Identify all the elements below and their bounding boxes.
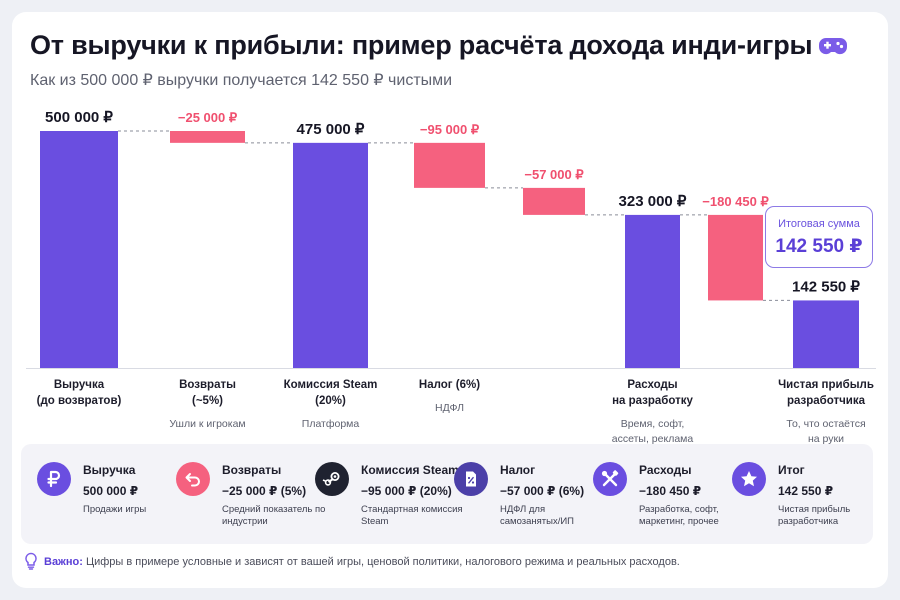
- legend-title: Возвраты: [222, 463, 282, 477]
- data-label: −180 450 ₽: [702, 194, 769, 209]
- legend-value: −57 000 ₽ (6%): [500, 484, 585, 498]
- data-label: 323 000 ₽: [619, 193, 687, 210]
- total-sum-label: Итоговая сумма: [778, 218, 860, 230]
- data-label: 475 000 ₽: [297, 121, 365, 138]
- category-note: НДФЛ: [435, 402, 464, 414]
- lightbulb-icon: [24, 552, 38, 573]
- bar-total: [293, 142, 368, 368]
- category-label: (до возвратов): [37, 395, 122, 407]
- page-title: От выручки к прибыли: пример расчёта дох…: [30, 30, 848, 64]
- page-title-text: От выручки к прибыли: пример расчёта дох…: [30, 30, 813, 60]
- data-label: 142 550 ₽: [792, 278, 860, 295]
- category-label: Расходы: [627, 379, 677, 391]
- category-note: Ушли к игрокам: [169, 418, 245, 430]
- data-label: −25 000 ₽: [178, 110, 238, 125]
- legend-title: Выручка: [83, 463, 136, 477]
- steam-icon: [315, 462, 349, 496]
- legend-title: Итог: [778, 463, 805, 477]
- category-label: разработчика: [787, 395, 866, 407]
- legend-value: −25 000 ₽ (5%): [222, 484, 307, 498]
- legend-value: 500 000 ₽: [83, 484, 139, 498]
- category-note: ассеты, реклама: [612, 433, 694, 445]
- gamepad-icon: [818, 33, 848, 64]
- data-label: −57 000 ₽: [524, 167, 584, 182]
- category-note: Платформа: [302, 418, 360, 430]
- note-text: Цифры в примере условные и зависят от ва…: [85, 556, 680, 568]
- legend-desc: Стандартная комиссия Steam: [361, 504, 463, 527]
- category-label: Чистая прибыль: [778, 379, 874, 391]
- category-note: Время, софт,: [621, 418, 685, 430]
- category-note: То, что остаётся: [786, 418, 865, 430]
- data-label: −95 000 ₽: [420, 122, 480, 137]
- legend-panel: Выручка 500 000 ₽ Продажи игры Возвраты −25…: [21, 444, 873, 544]
- legend-title: Налог: [500, 463, 536, 477]
- tax-document-icon: [454, 462, 488, 496]
- legend-title: Комиссия Steam: [361, 463, 459, 477]
- category-label: (20%): [315, 395, 346, 407]
- data-label: 500 000 ₽: [45, 109, 113, 126]
- bar-total: [625, 214, 680, 368]
- return-arrow-icon: [176, 462, 210, 496]
- category-note: на руки: [808, 433, 844, 445]
- legend-desc: НДФЛ для самозанятых/ИП: [500, 504, 574, 527]
- legend-desc: Средний показатель по индустрии: [222, 504, 326, 527]
- category-label: на разработку: [612, 395, 693, 407]
- bar-decrease: [414, 142, 485, 188]
- legend-desc: Чистая прибыль разработчика: [778, 504, 851, 527]
- note-label: Важно:: [44, 556, 83, 568]
- legend-title: Расходы: [639, 463, 692, 477]
- tools-icon: [593, 462, 627, 496]
- category-label: Выручка: [54, 379, 105, 391]
- bar-decrease: [170, 131, 245, 143]
- legend-value: 142 550 ₽: [778, 484, 834, 498]
- category-label: Комиссия Steam: [284, 379, 378, 391]
- ruble-icon: [37, 462, 71, 496]
- footer-note: Важно: Цифры в примере условные и завися…: [24, 552, 680, 573]
- total-sum-value: 142 550 ₽: [775, 236, 863, 257]
- bar-total: [793, 300, 859, 368]
- bar-decrease: [708, 214, 763, 301]
- bar-decrease: [523, 187, 585, 215]
- legend-value: −95 000 ₽ (20%): [361, 484, 452, 498]
- legend-desc: Разработка, софт, маркетинг, прочее: [639, 504, 719, 527]
- star-icon: [732, 462, 766, 496]
- category-label: (~5%): [192, 395, 223, 407]
- category-label: Возвраты: [179, 379, 236, 391]
- legend-value: −180 450 ₽: [639, 484, 702, 498]
- bar-total: [40, 131, 118, 368]
- page-subtitle: Как из 500 000 ₽ выручки получается 142 …: [30, 72, 453, 89]
- category-label: Налог (6%): [419, 379, 480, 391]
- legend-desc: Продажи игры: [83, 504, 147, 515]
- total-sum-box: Итоговая сумма 142 550 ₽: [765, 206, 873, 268]
